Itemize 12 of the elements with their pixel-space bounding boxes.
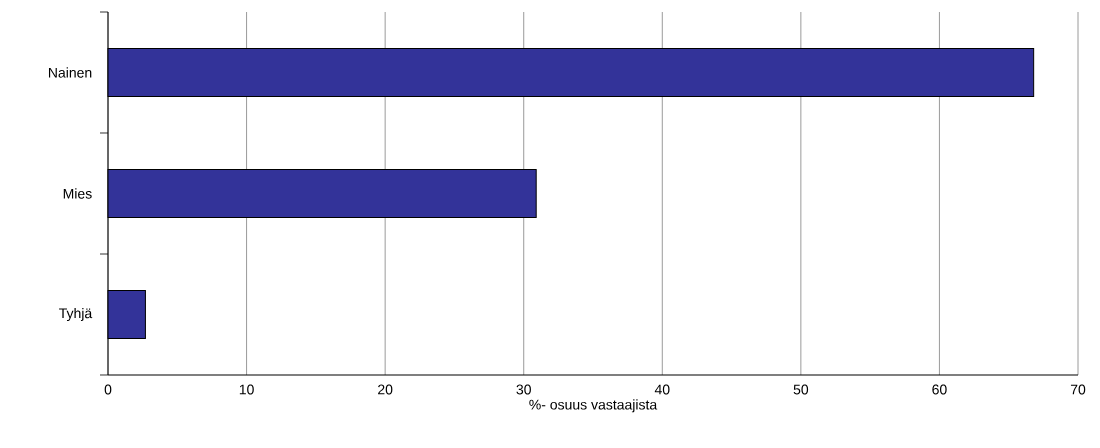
x-tick-label: 40 (654, 384, 670, 395)
y-tick-label: Mies (63, 188, 92, 199)
x-tick-label: 10 (239, 384, 254, 395)
y-tick-label: Tyhjä (59, 307, 93, 322)
x-tick-label: 30 (516, 384, 531, 395)
x-tick-label: 50 (793, 384, 809, 395)
x-tick-label: 60 (932, 384, 947, 395)
x-tick-label: 20 (378, 384, 393, 395)
x-tick-label: 0 (104, 384, 112, 395)
y-tick-label: Nainen (48, 67, 92, 78)
x-tick-label: 70 (1070, 384, 1086, 395)
x-axis-title: %- osuus vastaajista (529, 399, 658, 413)
